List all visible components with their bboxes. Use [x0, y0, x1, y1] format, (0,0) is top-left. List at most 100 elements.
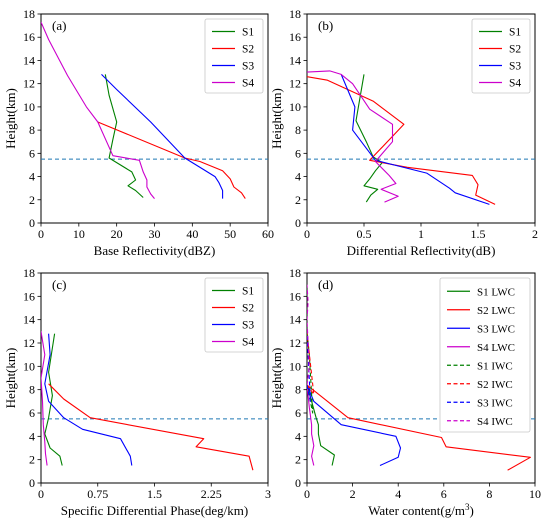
y-axis-label: Height(km) [269, 88, 284, 149]
y-tick-label: 6 [29, 146, 35, 160]
x-tick-label: 60 [262, 227, 274, 241]
legend-label: S3 IWC [477, 397, 513, 409]
x-tick-label: 10 [73, 227, 85, 241]
panel-label: (c) [52, 277, 66, 292]
y-tick-label: 0 [295, 216, 301, 230]
series-line-s3 [44, 333, 133, 466]
legend: S1 S2 S3 S4 [204, 18, 264, 94]
y-tick-label: 8 [295, 383, 301, 397]
legend-label: S4 [509, 78, 521, 90]
y-tick-label: 0 [29, 216, 35, 230]
x-tick-label: 2 [532, 227, 538, 241]
y-tick-label: 4 [29, 429, 35, 443]
y-tick-label: 6 [295, 406, 301, 420]
y-axis-label: Height(km) [3, 348, 18, 409]
legend-label: S3 [242, 320, 254, 332]
y-tick-label: 12 [23, 77, 35, 91]
y-tick-label: 10 [289, 359, 301, 373]
y-tick-label: 16 [289, 30, 301, 44]
legend-label: S3 [242, 61, 254, 73]
series-line-s3 [101, 74, 224, 199]
series-line-s3-lwc [307, 384, 402, 467]
legend-box [471, 18, 531, 94]
series-group [307, 284, 531, 471]
panel-a: 0 10 20 30 40 50 60 0 2 4 6 8 10 12 14 16 18 Base Reflect… [3, 7, 274, 258]
x-tick-label: 0 [38, 227, 44, 241]
series-line-s4 [307, 70, 399, 203]
x-tick-label: 0 [38, 487, 44, 501]
y-tick-label: 10 [23, 359, 35, 373]
legend-label: S4 [242, 78, 254, 90]
legend-box [204, 277, 264, 353]
y-tick-label: 12 [289, 336, 301, 350]
y-tick-label: 0 [295, 476, 301, 490]
legend-label: S3 [509, 61, 521, 73]
legend-label: S2 [242, 303, 254, 315]
legend-box [204, 18, 264, 94]
x-tick-label: 1 [418, 227, 424, 241]
legend-label: S2 LWC [477, 305, 515, 317]
x-tick-label: 0.5 [357, 227, 372, 241]
legend: S1 S2 S3 S4 [471, 18, 531, 94]
x-tick-label: 3 [265, 487, 271, 501]
x-tick-label: 2.25 [201, 487, 222, 501]
y-tick-label: 6 [29, 406, 35, 420]
series-group [41, 331, 254, 471]
y-tick-label: 6 [295, 146, 301, 160]
x-tick-label: 10 [529, 487, 541, 501]
legend: S1 S2 S3 S4 [204, 277, 264, 353]
legend-label: S2 [509, 44, 521, 56]
legend-label: S3 LWC [477, 323, 515, 335]
plot-frame [306, 272, 536, 484]
x-tick-label: 30 [149, 227, 161, 241]
legend-label: S4 [242, 337, 254, 349]
panel-label: (d) [318, 277, 333, 292]
panel-label: (a) [52, 18, 66, 33]
y-tick-label: 2 [29, 453, 35, 467]
series-line-s2 [48, 383, 254, 471]
legend-box [439, 277, 531, 433]
panel-c: 0 0.75 1.5 2.25 3 0 2 4 6 8 10 12 14 16 18 Specific Dif… [3, 266, 271, 518]
legend-label: S1 [242, 27, 254, 39]
y-tick-label: 14 [289, 313, 301, 327]
y-tick-label: 18 [289, 7, 301, 21]
y-tick-label: 16 [289, 289, 301, 303]
y-axis-label: Height(km) [3, 88, 18, 149]
legend-label: S1 IWC [477, 360, 513, 372]
y-tick-label: 8 [295, 123, 301, 137]
y-tick-label: 2 [29, 193, 35, 207]
series-line-s2-lwc [307, 384, 531, 471]
y-tick-label: 8 [29, 383, 35, 397]
series-line-s4 [41, 21, 155, 199]
x-tick-label: 20 [111, 227, 123, 241]
y-tick-label: 18 [289, 266, 301, 280]
x-axis-label: Differential Reflectivity(dB) [347, 243, 496, 258]
x-tick-label: 50 [224, 227, 236, 241]
y-tick-label: 14 [23, 313, 35, 327]
x-tick-label: 1.5 [471, 227, 486, 241]
series-line-s1 [44, 333, 63, 466]
y-tick-label: 16 [23, 30, 35, 44]
panel-label: (b) [318, 18, 333, 33]
legend-label: S2 IWC [477, 379, 513, 391]
series-line-s1 [104, 74, 144, 198]
series-group [41, 21, 246, 199]
legend: S1 LWC S2 LWC S3 LWC S4 LWC S1 IWC S2 IWC S3 I… [439, 277, 531, 433]
x-tick-label: 40 [186, 227, 198, 241]
series-group [307, 70, 496, 205]
y-tick-label: 14 [289, 53, 301, 67]
series-line-s4-lwc [307, 384, 315, 466]
y-tick-label: 12 [289, 77, 301, 91]
series-line-s1-lwc [307, 384, 335, 466]
legend-label: S1 [509, 27, 521, 39]
y-tick-label: 0 [29, 476, 35, 490]
x-tick-label: 4 [395, 487, 401, 501]
series-line-s2 [97, 121, 246, 199]
y-tick-label: 16 [23, 289, 35, 303]
series-line-s4-iwc [307, 284, 310, 386]
series-line-s4 [41, 331, 48, 466]
y-tick-label: 2 [295, 453, 301, 467]
y-tick-label: 18 [23, 7, 35, 21]
legend-label: S1 LWC [477, 286, 515, 298]
y-tick-label: 4 [295, 429, 301, 443]
